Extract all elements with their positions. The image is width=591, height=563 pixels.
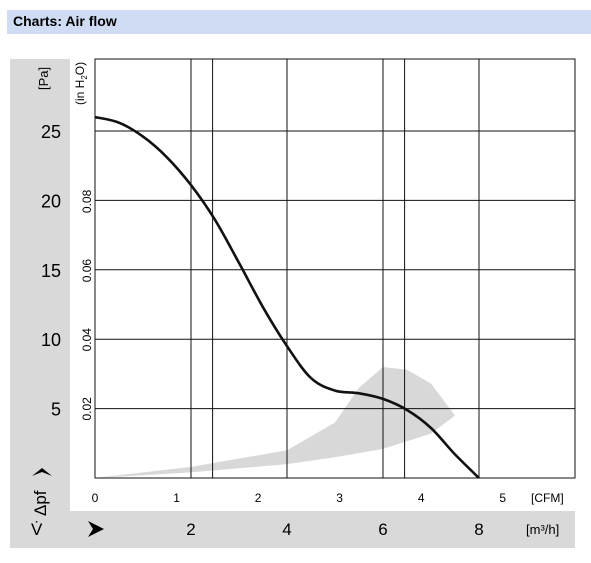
x-tick-m3h: 8 <box>474 520 483 539</box>
page-title: Charts: Air flow <box>13 13 117 29</box>
header-bar: Charts: Air flow <box>7 10 591 34</box>
y-unit-inh2o: (in H2O) <box>73 62 89 105</box>
y-axis-gutter <box>10 59 70 511</box>
x-axis-gutter <box>10 511 575 548</box>
y-tick-pa: 10 <box>41 330 61 350</box>
y-arrow-icon <box>32 468 52 476</box>
air-flow-curve <box>94 115 480 479</box>
y-tick-pa: 15 <box>41 261 61 281</box>
x-tick-cfm: 1 <box>173 491 180 505</box>
x-arrow-icon <box>88 521 104 537</box>
y-tick-pa: 20 <box>41 191 61 211</box>
x-tick-m3h: 2 <box>186 520 195 539</box>
x-unit-m3h: [m³/h] <box>526 522 559 537</box>
x-tick-cfm: 0 <box>92 491 99 505</box>
y-unit-pa: [Pa] <box>36 67 51 90</box>
y-tick-inh2o: 0.04 <box>80 328 94 352</box>
y-tick-pa: 5 <box>51 400 61 420</box>
plot-frame <box>94 58 576 479</box>
x-tick-cfm: 2 <box>255 491 262 505</box>
x-tick-cfm: 3 <box>336 491 343 505</box>
y-axis-symbol: Δpf <box>31 490 50 516</box>
y-tick-inh2o: 0.02 <box>80 397 94 421</box>
y-tick-pa: 25 <box>41 122 61 142</box>
y-tick-inh2o: 0.08 <box>80 189 94 213</box>
x-tick-m3h: 6 <box>378 520 387 539</box>
x-tick-cfm: 5 <box>499 491 506 505</box>
x-axis-symbol: V̇ <box>31 520 43 539</box>
x-unit-cfm: [CFM] <box>531 491 564 505</box>
x-tick-cfm: 4 <box>418 491 425 505</box>
y-tick-inh2o: 0.06 <box>80 259 94 283</box>
x-tick-m3h: 4 <box>282 520 291 539</box>
